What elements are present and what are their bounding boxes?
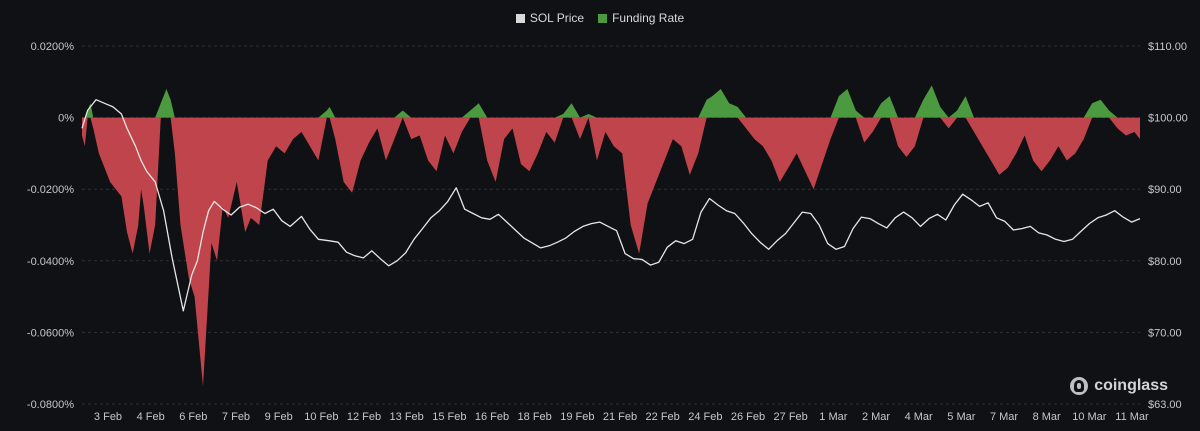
funding-rate-positive-area xyxy=(82,85,1140,118)
x-axis-tick-label: 10 Feb xyxy=(304,411,338,423)
x-axis-tick-label: 27 Feb xyxy=(774,411,808,423)
legend-item-funding-rate[interactable]: Funding Rate xyxy=(598,11,684,25)
x-axis-tick-label: 22 Feb xyxy=(646,411,680,423)
x-axis-tick-label: 4 Mar xyxy=(905,411,933,423)
left-axis-tick-label: 0% xyxy=(58,113,74,125)
legend-item-sol-price[interactable]: SOL Price xyxy=(515,11,585,25)
x-axis-tick-label: 6 Feb xyxy=(179,411,207,423)
sol-price-line xyxy=(81,99,1141,312)
legend-label-funding-rate: Funding Rate xyxy=(612,11,685,25)
right-axis-tick-label: $80.00 xyxy=(1148,256,1182,268)
right-axis-tick-label: $70.00 xyxy=(1148,327,1182,339)
x-axis-tick-label: 18 Feb xyxy=(518,411,552,423)
x-axis-tick-label: 3 Feb xyxy=(94,411,122,423)
x-axis-tick-label: 19 Feb xyxy=(560,411,594,423)
x-axis-tick-label: 24 Feb xyxy=(688,411,722,423)
x-axis-tick-label: 11 Mar xyxy=(1115,411,1149,423)
funding-rate-negative-area xyxy=(82,117,1140,387)
coinglass-logo-icon xyxy=(1070,377,1089,395)
right-axis-tick-label: $110.00 xyxy=(1148,41,1187,53)
x-axis-tick-label: 9 Feb xyxy=(265,411,293,423)
x-axis-tick-label: 4 Feb xyxy=(137,411,165,423)
left-axis-tick-label: -0.0800% xyxy=(27,399,74,411)
left-axis-tick-label: -0.0200% xyxy=(27,184,74,196)
x-axis-tick-label: 13 Feb xyxy=(390,411,424,423)
x-axis-tick-label: 15 Feb xyxy=(432,411,466,423)
x-axis-tick-label: 26 Feb xyxy=(731,411,765,423)
watermark-text: coinglass xyxy=(1094,377,1168,394)
x-axis-tick-label: 21 Feb xyxy=(603,411,637,423)
x-axis-tick-label: 10 Mar xyxy=(1072,411,1107,423)
legend-swatch-funding-rate xyxy=(598,13,608,23)
right-axis-tick-label: $100.00 xyxy=(1148,113,1188,125)
x-axis-tick-label: 12 Feb xyxy=(347,411,381,423)
x-axis-tick-label: 2 Mar xyxy=(862,411,890,423)
left-axis-tick-label: 0.0200% xyxy=(31,41,75,53)
left-axis-tick-label: -0.0400% xyxy=(27,256,74,268)
x-axis-tick-label: 8 Mar xyxy=(1033,411,1061,423)
x-axis-tick-label: 16 Feb xyxy=(475,411,509,423)
left-axis-tick-label: -0.0600% xyxy=(27,327,74,339)
chart-legend: SOL Price Funding Rate xyxy=(0,11,1200,25)
legend-label-sol-price: SOL Price xyxy=(529,11,585,25)
coinglass-watermark: coinglass xyxy=(1070,377,1168,395)
legend-swatch-sol-price xyxy=(515,13,525,23)
right-axis-tick-label: $63.00 xyxy=(1148,399,1182,411)
x-axis-tick-label: 5 Mar xyxy=(947,411,975,423)
x-axis-tick-label: 7 Mar xyxy=(990,411,1018,423)
x-axis-tick-label: 1 Mar xyxy=(819,411,847,423)
right-axis-tick-label: $90.00 xyxy=(1148,184,1182,196)
x-axis-tick-label: 7 Feb xyxy=(222,411,250,423)
